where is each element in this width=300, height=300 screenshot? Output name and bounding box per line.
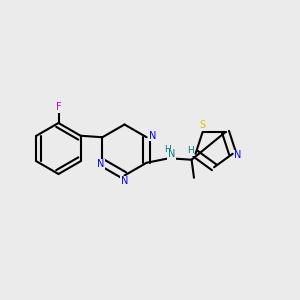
Text: N: N — [97, 159, 105, 169]
Text: S: S — [200, 120, 206, 130]
Text: H: H — [187, 146, 194, 155]
Text: N: N — [149, 131, 156, 141]
Text: N: N — [168, 149, 175, 159]
Text: N: N — [121, 176, 128, 187]
Text: F: F — [56, 102, 61, 112]
Text: H: H — [164, 145, 171, 154]
Text: N: N — [234, 150, 242, 160]
